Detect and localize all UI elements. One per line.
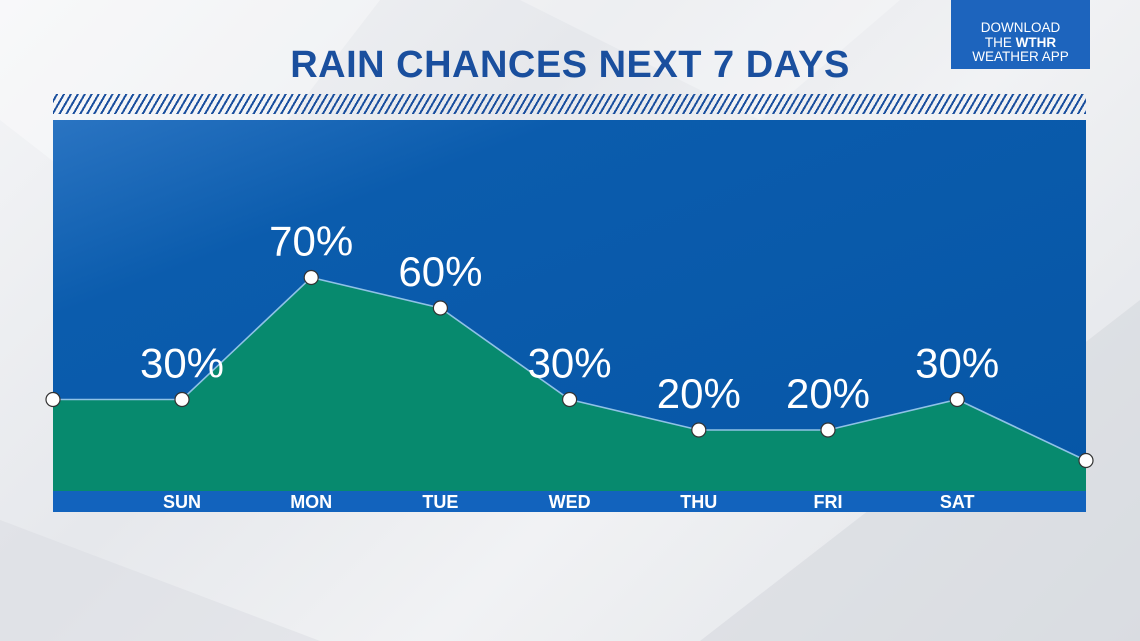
data-point-fri [820,422,836,438]
value-label-thu: 20% [657,370,741,417]
data-point-sun [174,391,190,408]
edge-point-start [45,391,61,408]
value-label-mon: 70% [269,218,353,265]
value-label-wed: 30% [528,340,612,387]
badge-prefix: THE [984,34,1016,50]
rain-area [53,277,1086,491]
value-label-sun: 30% [140,340,224,387]
badge-line-brand: THE WTHR [951,34,1090,51]
hatch-divider [53,94,1086,114]
x-tick-wed: WED [549,492,591,512]
value-label-fri: 20% [786,370,870,417]
data-point-thu [691,422,707,438]
value-label-sat: 30% [915,340,999,387]
x-tick-tue: TUE [422,492,458,512]
x-tick-fri: FRI [814,492,843,512]
badge-line-app: WEATHER APP [972,49,1069,64]
x-axis-band [53,491,1086,512]
x-tick-mon: MON [290,492,332,512]
data-point-mon [303,269,319,286]
badge-line-download: DOWNLOAD [980,20,1061,35]
x-tick-sun: SUN [163,492,201,512]
x-tick-thu: THU [680,492,717,512]
data-point-tue [432,300,448,316]
data-point-sat [949,391,965,408]
x-tick-sat: SAT [940,492,975,512]
badge-brand: WTHR [1015,34,1057,50]
chart-title: RAIN CHANCES NEXT 7 DAYS [290,44,850,86]
data-point-wed [561,391,578,408]
edge-point-end [1078,452,1094,469]
download-app-badge[interactable]: DOWNLOAD THE WTHR WEATHER APP [951,0,1090,69]
value-label-tue: 60% [398,248,482,295]
